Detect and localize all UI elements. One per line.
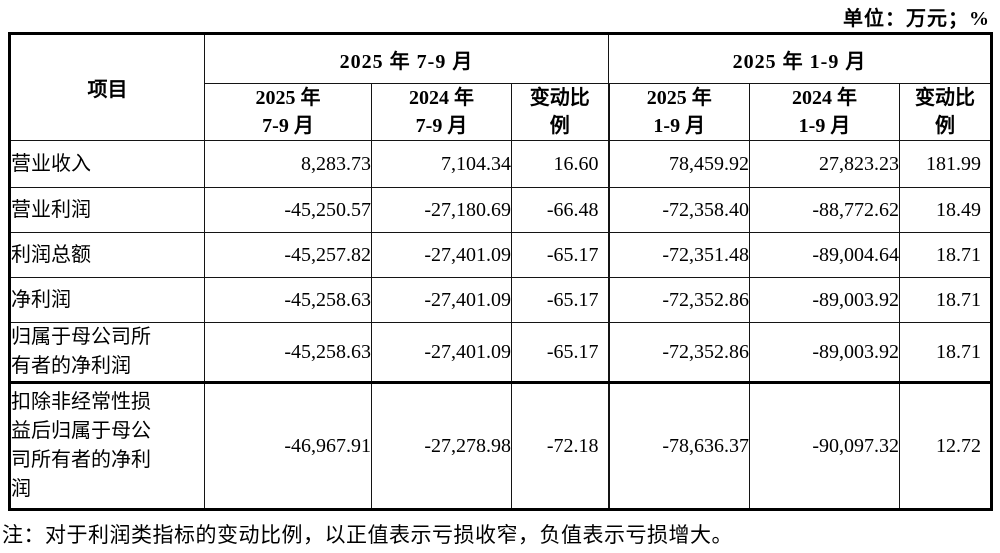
cell-value: -27,180.69 [371,187,512,233]
column-header-2025-q3: 2025 年 7-9 月 [204,83,372,141]
table-row-operating-revenue: 营业收入 8,283.73 7,104.34 16.60 78,459.92 2… [9,140,993,188]
cell-value: -89,003.92 [749,277,900,323]
cell-value: -27,401.09 [371,232,512,278]
cell-value: 12.72 [898,381,993,510]
cell-value: -89,003.92 [749,322,900,383]
cell-value: 8,283.73 [204,140,372,188]
row-label: 净利润 [9,277,205,323]
cell-value: 18.71 [898,322,993,383]
cell-value: 18.49 [898,187,993,233]
cell-value: -45,257.82 [204,232,372,278]
cell-value: -78,636.37 [608,381,750,510]
row-label: 利润总额 [9,232,205,278]
header-group-row: 项目 2025 年 7-9 月 2025 年 1-9 月 [9,33,993,141]
cell-value: 78,459.92 [608,140,750,188]
row-label: 扣除非经常性损 益后归属于母公 司所有者的净利 润 [9,381,205,510]
cell-value: -27,401.09 [371,277,512,323]
cell-value: -72,358.40 [608,187,750,233]
cell-value: -72,352.86 [608,277,750,323]
cell-value: -27,401.09 [371,322,512,383]
cell-value: 7,104.34 [371,140,512,188]
cell-value: -65.17 [511,322,610,383]
cell-value: -45,258.63 [204,277,372,323]
financial-comparison-table: 项目 2025 年 7-9 月 2025 年 1-9 月 2025 年 7-9 … [8,32,994,511]
cell-value: -65.17 [511,277,610,323]
cell-value: -65.17 [511,232,610,278]
column-header-2024-9m: 2024 年 1-9 月 [749,83,900,141]
cell-value: 27,823.23 [749,140,900,188]
cell-value: -27,278.98 [371,381,512,510]
cell-value: -45,250.57 [204,187,372,233]
cell-value: -46,967.91 [204,381,372,510]
cell-value: 18.71 [898,277,993,323]
column-header-2025-9m: 2025 年 1-9 月 [608,83,750,141]
column-header-2024-q3: 2024 年 7-9 月 [371,83,512,141]
table-row-operating-profit: 营业利润 -45,250.57 -27,180.69 -66.48 -72,35… [9,187,993,233]
cell-value: 18.71 [898,232,993,278]
row-label: 营业利润 [9,187,205,233]
item-column-header: 项目 [9,33,205,141]
column-header-change-q3: 变动比 例 [511,83,610,141]
cell-value: -72,351.48 [608,232,750,278]
cell-value: -45,258.63 [204,322,372,383]
table-row-net-profit-parent: 归属于母公司所 有者的净利润 -45,258.63 -27,401.09 -65… [9,322,993,383]
column-header-change-9m: 变动比 例 [898,83,993,141]
period-group-header-9m: 2025 年 1-9 月 [607,33,993,84]
row-label: 归属于母公司所 有者的净利润 [9,322,205,383]
cell-value: -88,772.62 [749,187,900,233]
cell-value: 16.60 [511,140,610,188]
footnote: 注：对于利润类指标的变动比例，以正值表示亏损收窄，负值表示亏损增大。 [2,524,733,547]
cell-value: -72,352.86 [608,322,750,383]
cell-value: -66.48 [511,187,610,233]
cell-value: 181.99 [898,140,993,188]
row-label: 营业收入 [9,140,205,188]
unit-label: 单位：万元；% [843,8,990,30]
period-group-header-q3: 2025 年 7-9 月 [204,33,609,84]
table-row-total-profit: 利润总额 -45,257.82 -27,401.09 -65.17 -72,35… [9,232,993,278]
table-row-net-profit: 净利润 -45,258.63 -27,401.09 -65.17 -72,352… [9,277,993,323]
cell-value: -90,097.32 [749,381,900,510]
table-row-net-profit-parent-deducted: 扣除非经常性损 益后归属于母公 司所有者的净利 润 -46,967.91 -27… [9,381,993,510]
cell-value: -89,004.64 [749,232,900,278]
cell-value: -72.18 [511,381,610,510]
